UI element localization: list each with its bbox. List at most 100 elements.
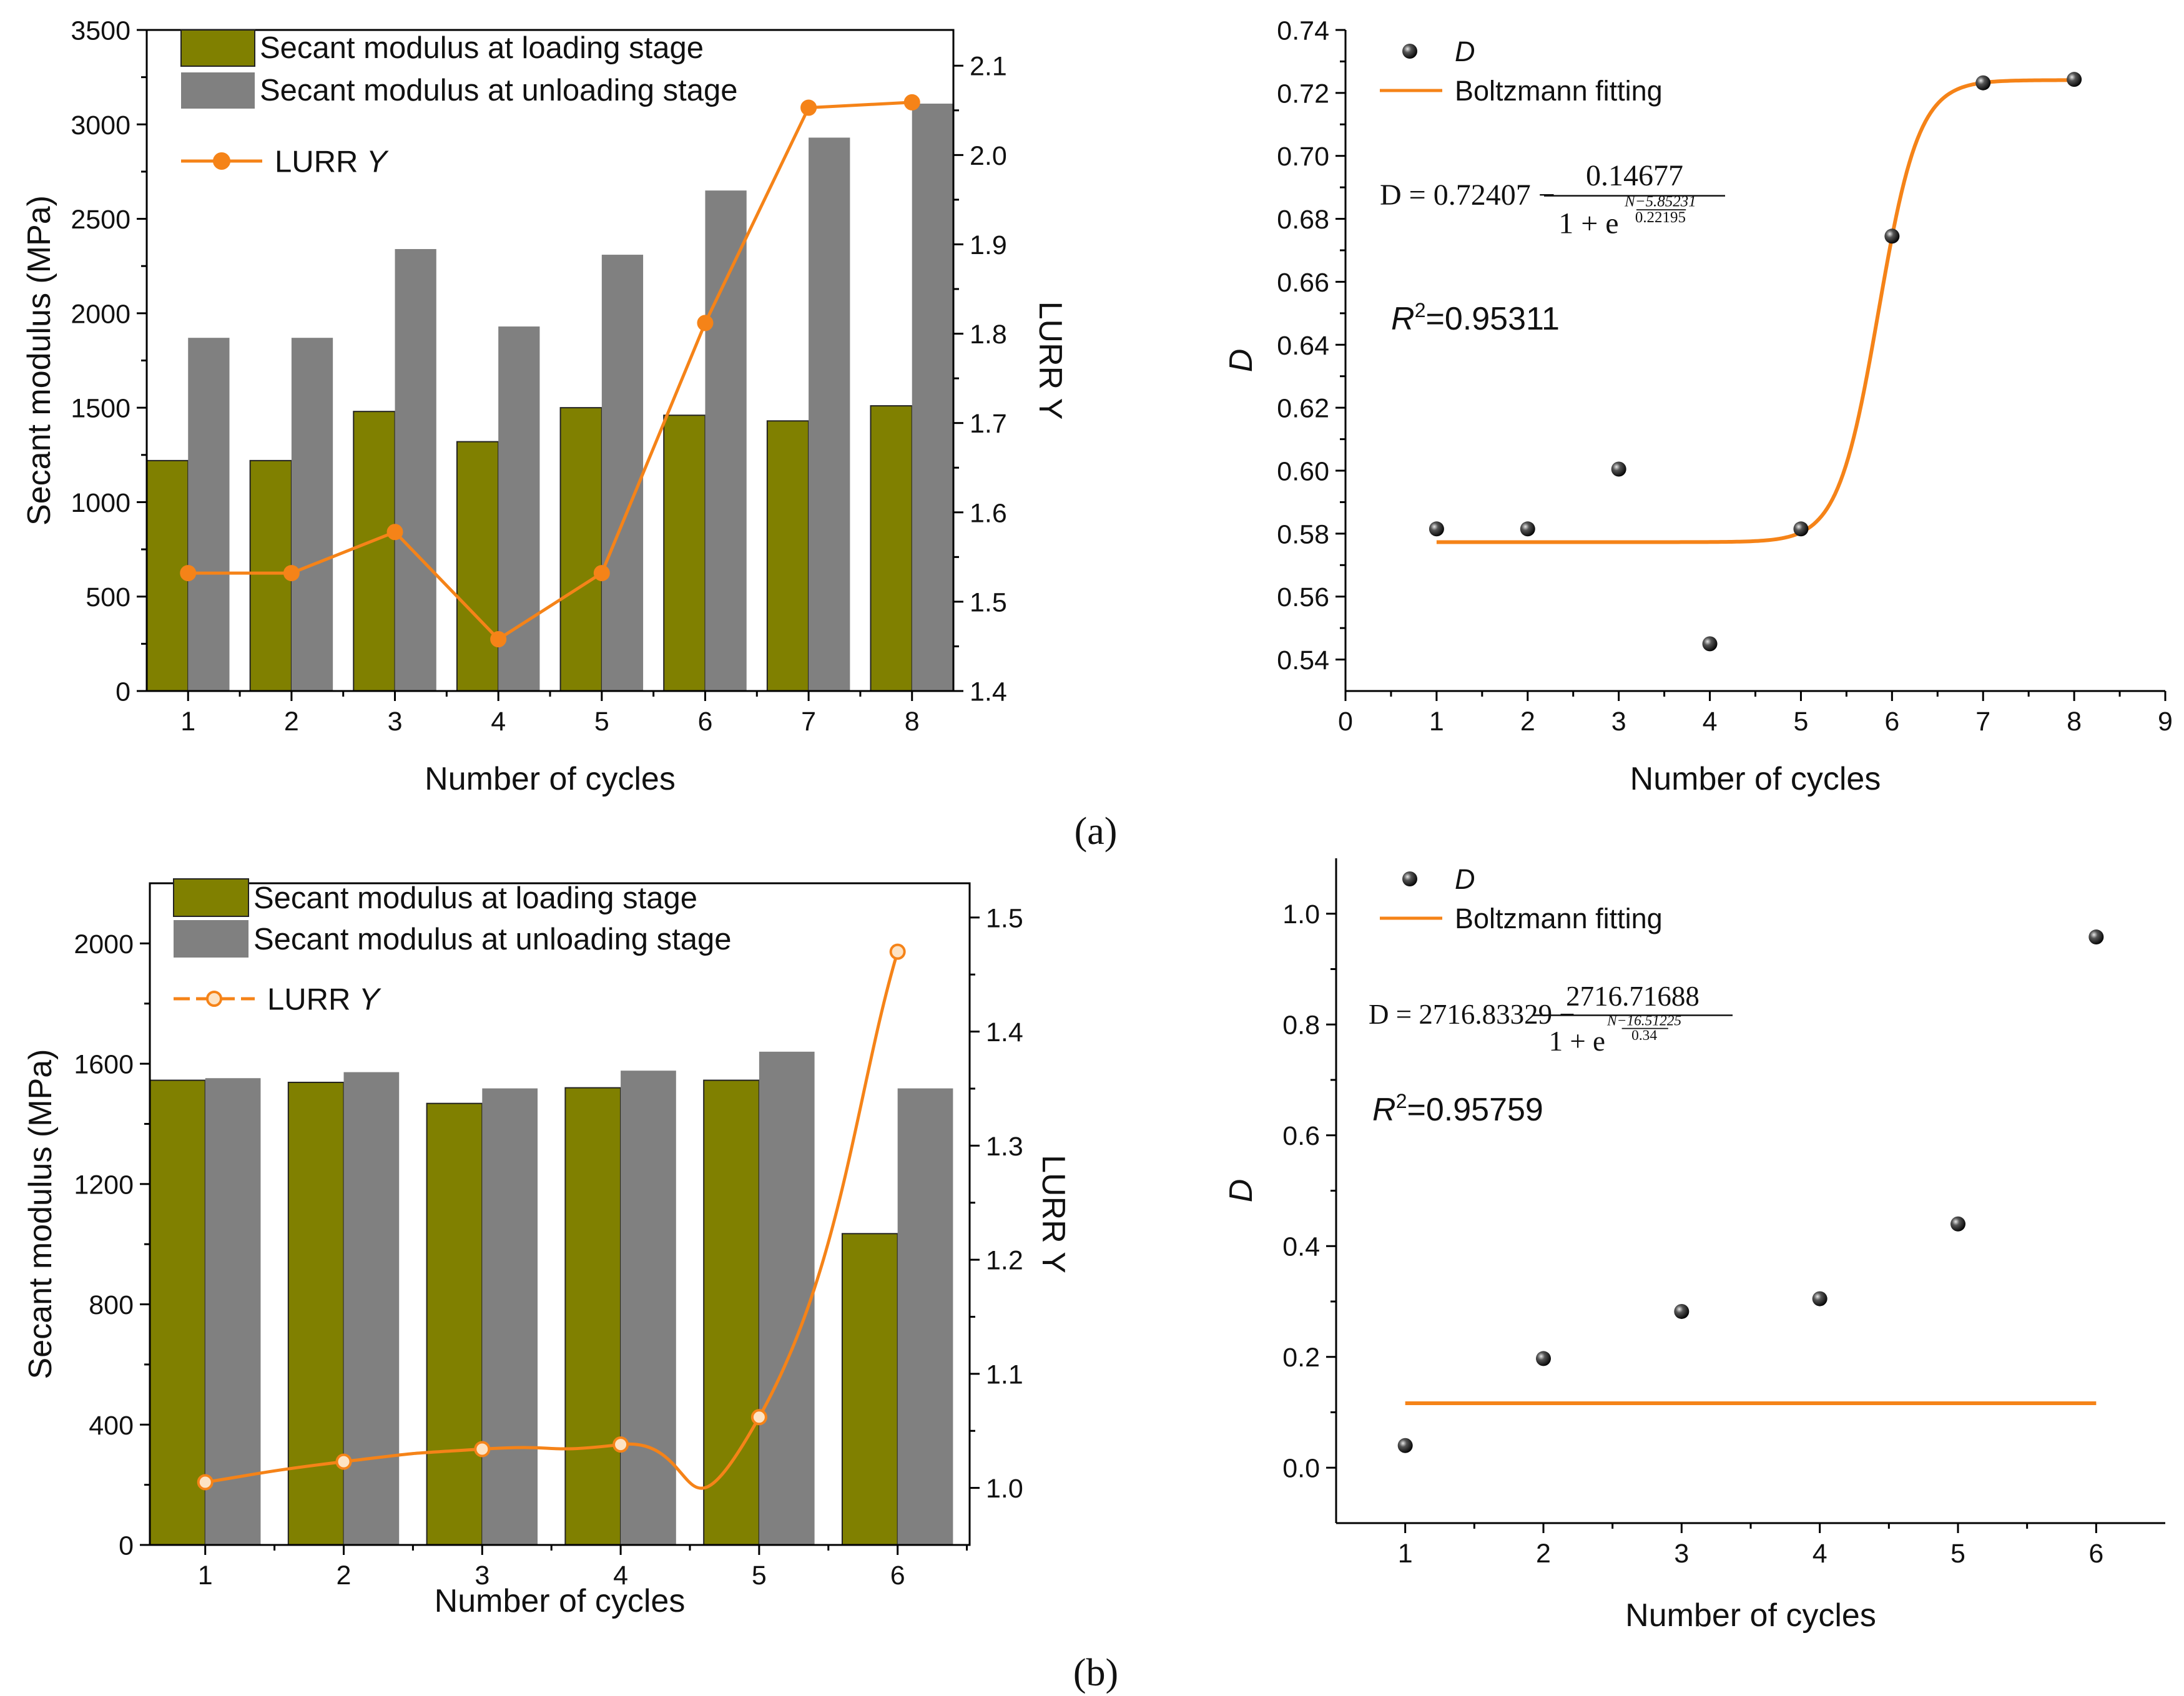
legend-fit-label: Boltzmann fitting <box>1455 903 1663 934</box>
chart-b-left-secant-modulus-lurr: 0 400 800 1200 1600 2000 1.0 1.1 1.2 1.3 1.4 1.5 1 2 3… <box>22 878 1071 1619</box>
y-tick-label: 0.8 <box>1282 1011 1320 1041</box>
legend-point-label: D <box>1455 863 1475 895</box>
equation-numerator: 2716.71688 <box>1566 981 1699 1012</box>
lurr-point-1 <box>180 565 197 582</box>
x-tick-label: 2 <box>1536 1539 1551 1569</box>
bar-loading-5 <box>559 407 603 692</box>
r-squared-value: =0.95311 <box>1426 301 1560 337</box>
y-tick-label: 3000 <box>71 110 130 140</box>
y2-tick-label: 2.0 <box>970 141 1007 171</box>
x-axis-label: Number of cycles <box>435 1583 686 1619</box>
legend-label-loading: Secant modulus at loading stage <box>253 881 697 915</box>
x-tick-label: 4 <box>491 707 506 737</box>
y-tick-label: 0 <box>119 1531 134 1561</box>
x-tick-label: 6 <box>1884 707 1899 737</box>
y2-tick-label: 1.3 <box>986 1132 1023 1162</box>
legend-point-marker <box>1402 871 1417 886</box>
legend-lurr-name: LURR <box>275 145 366 179</box>
legend-lurr-marker <box>206 991 222 1007</box>
data-point-5 <box>1793 521 1809 537</box>
data-point-8 <box>2067 72 2082 87</box>
data-point-4 <box>1812 1291 1827 1306</box>
y-tick-label: 2000 <box>74 929 134 959</box>
x-tick-label: 8 <box>905 707 920 737</box>
lurr-point-2 <box>283 565 300 582</box>
x-tick-label: 1 <box>1398 1539 1413 1569</box>
legend-swatch-unloading <box>181 72 255 109</box>
y2-tick-label: 1.1 <box>986 1360 1023 1390</box>
y-tick-label: 2000 <box>71 299 130 329</box>
y2-axis-label: LURR Y <box>1035 1155 1071 1273</box>
bar-unloading-7 <box>809 137 850 692</box>
data-point-1 <box>1397 1438 1413 1453</box>
y-axis-label: Secant modulus (MPa) <box>21 195 57 526</box>
lurr-point-6 <box>697 315 714 331</box>
lurr-line <box>188 100 912 642</box>
y-tick-label: 0.0 <box>1282 1454 1320 1484</box>
bar-unloading-3 <box>482 1088 538 1545</box>
chart-b-right-damage-boltzmann: 0.0 0.2 0.4 0.6 0.8 1.0 1 2 3 4 5 6 D Boltzmann fitti… <box>1223 858 2165 1634</box>
bar-unloading-5 <box>601 255 644 691</box>
bar-loading-3 <box>353 411 396 692</box>
bar-loading-8 <box>870 405 913 692</box>
bar-unloading-1 <box>205 1078 261 1545</box>
y2-tick-label: 1.4 <box>986 1017 1023 1047</box>
bar-unloading-3 <box>395 248 436 691</box>
x-tick-label: 2 <box>1520 707 1535 737</box>
x-tick-label: 3 <box>1611 707 1626 737</box>
legend-lurr-label: LURR Y <box>267 983 381 1017</box>
bar-loading-6 <box>663 414 706 692</box>
y2-tick-label: 1.6 <box>970 498 1007 528</box>
y-tick-label: 400 <box>89 1411 134 1441</box>
lurr-point-4 <box>612 1436 629 1453</box>
lurr-point-5 <box>593 565 610 582</box>
bar-unloading-4 <box>621 1071 676 1545</box>
y2-tick-label: 1.5 <box>970 587 1007 617</box>
x-tick-label: 6 <box>2088 1539 2103 1569</box>
y-tick-label: 1.0 <box>1282 899 1320 929</box>
bar-loading-3 <box>426 1102 483 1546</box>
equation-lhs: D = 2716.83329 − <box>1369 999 1575 1030</box>
y-tick-label: 1200 <box>74 1170 134 1200</box>
chart-a-right-damage-boltzmann: 0.54 0.56 0.58 0.60 0.62 0.64 0.66 0.68 0.70 0.72… <box>1223 16 2173 797</box>
legend-point-label: D <box>1455 36 1475 67</box>
x-tick-label: 5 <box>1950 1539 1965 1569</box>
y-tick-label: 0.74 <box>1277 16 1329 46</box>
y-tick-label: 800 <box>89 1290 134 1320</box>
x-tick-label: 7 <box>801 707 816 737</box>
lurr-point-1 <box>197 1474 214 1491</box>
legend-label-loading: Secant modulus at loading stage <box>260 31 704 65</box>
x-tick-label: 9 <box>2158 707 2173 737</box>
equation-exponent-numerator: N−5.85231 <box>1624 193 1696 210</box>
x-tick-label: 7 <box>1975 707 1990 737</box>
bar-unloading-2 <box>343 1072 400 1545</box>
x-tick-label: 1 <box>180 707 195 737</box>
legend-label-unloading: Secant modulus at unloading stage <box>253 923 731 956</box>
x-tick-label: 5 <box>594 707 609 737</box>
y-tick-label: 0.56 <box>1277 582 1329 612</box>
r-squared-sup: 2 <box>1415 299 1426 321</box>
x-tick-label: 5 <box>752 1561 767 1591</box>
x-axis-label: Number of cycles <box>1630 761 1881 797</box>
data-point-2 <box>1520 521 1535 537</box>
bar-unloading-4 <box>498 326 540 691</box>
x-tick-label: 4 <box>1813 1539 1827 1569</box>
r-squared-label: R2=0.95759 <box>1372 1090 1543 1128</box>
y-tick-label: 0.68 <box>1277 205 1329 235</box>
data-point-5 <box>1950 1216 1965 1232</box>
lurr-point-4 <box>490 630 507 647</box>
panel-label-b: (b) <box>1073 1652 1118 1694</box>
data-point-3 <box>1611 461 1626 477</box>
legend-lurr-symbol: Y <box>366 145 389 179</box>
lurr-point-7 <box>800 99 817 116</box>
y-axis-label: D <box>1223 1179 1259 1203</box>
y-tick-label: 0.62 <box>1277 394 1329 424</box>
legend-lurr-label: LURR Y <box>275 145 389 179</box>
lurr-point-8 <box>903 94 920 110</box>
data-point-2 <box>1536 1351 1551 1366</box>
x-tick-label: 2 <box>337 1561 352 1591</box>
data-point-7 <box>1975 75 1991 91</box>
y2-tick-label: 2.1 <box>970 52 1007 82</box>
y2-tick-label: 1.5 <box>986 903 1023 933</box>
y-tick-label: 0.6 <box>1282 1121 1320 1151</box>
